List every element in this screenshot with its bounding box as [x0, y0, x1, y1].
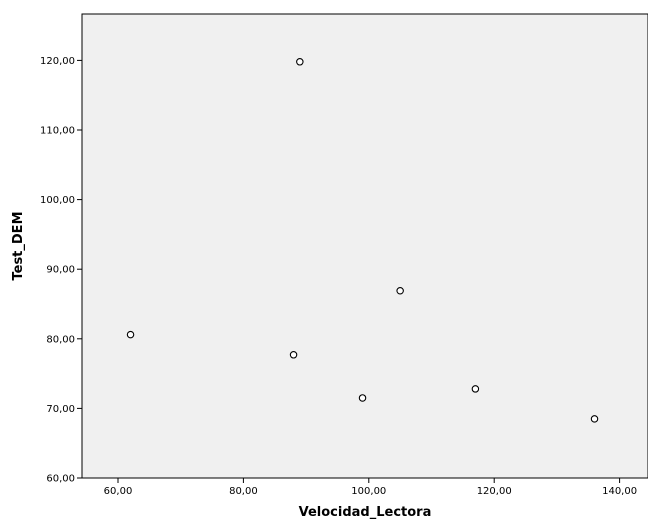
x-tick-label: 60,00 — [104, 486, 133, 497]
y-tick-label: 110,00 — [40, 126, 75, 137]
plot-area — [81, 13, 648, 479]
x-axis-title: Velocidad_Lectora — [299, 505, 432, 520]
y-tick-label: 80,00 — [46, 334, 75, 345]
y-tick-label: 70,00 — [46, 404, 75, 415]
data-point — [471, 385, 480, 393]
data-points — [126, 58, 599, 423]
x-tick-label: 120,00 — [477, 486, 512, 497]
data-point — [126, 330, 135, 339]
x-axis: 60,00 80,00 100,00 120,00 140,00 — [104, 478, 637, 497]
x-tick-label: 140,00 — [602, 486, 637, 497]
x-tick-label: 80,00 — [229, 486, 258, 497]
y-axis: 60,00 70,00 80,00 90,00 100,00 110,00 120,00 — [40, 56, 82, 485]
y-tick-label: 100,00 — [40, 195, 75, 206]
data-point — [289, 351, 298, 359]
y-tick-label: 60,00 — [46, 474, 75, 485]
y-tick-label: 120,00 — [40, 56, 75, 67]
y-axis-title: Test_DEM — [11, 211, 26, 280]
x-tick-label: 100,00 — [351, 486, 386, 497]
data-point — [590, 415, 599, 423]
data-point — [296, 58, 304, 66]
data-point — [396, 287, 404, 295]
y-tick-label: 90,00 — [46, 265, 75, 276]
data-point — [358, 394, 367, 402]
